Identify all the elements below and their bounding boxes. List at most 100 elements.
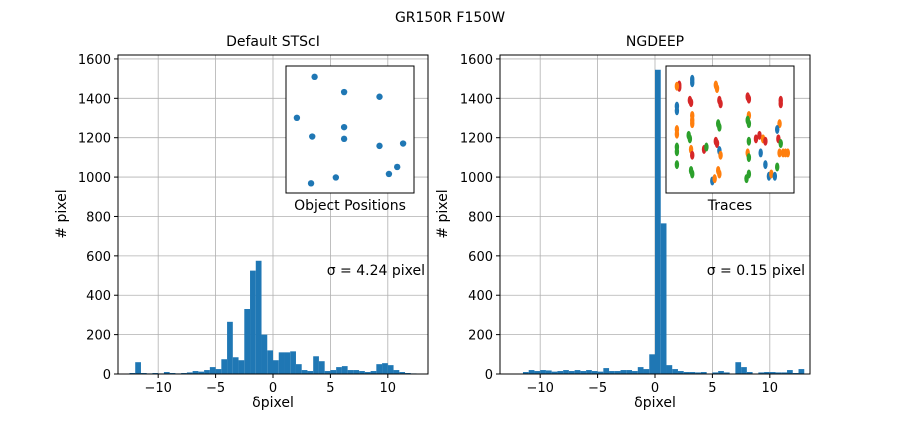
histogram-bar [609, 371, 615, 374]
histogram-bar [399, 372, 406, 374]
histogram-bar [614, 371, 621, 374]
histogram-bar [250, 270, 256, 374]
x-ticks: −10 −5 0 5 10 [144, 374, 396, 396]
inset-traces: Traces [665, 65, 795, 214]
figure-title: GR150R F150W [395, 10, 505, 26]
histogram-bar [632, 371, 638, 374]
trace-point [753, 134, 759, 144]
inset-label: Traces [707, 198, 752, 214]
histogram-bar [284, 352, 291, 374]
histogram-bar [649, 354, 655, 374]
histogram-bar [215, 369, 222, 374]
trace-point [690, 150, 695, 160]
histogram-bar [163, 372, 170, 374]
histogram-bar [301, 370, 308, 374]
trace-point [763, 160, 768, 170]
y-tick-label: 200 [468, 329, 493, 344]
object-point [385, 170, 393, 178]
x-tick-label: −5 [206, 381, 225, 396]
panel-title: Default STScI [226, 34, 320, 50]
inset-points [674, 74, 791, 186]
object-point [394, 163, 401, 171]
histogram-bar [695, 372, 701, 374]
inset-label: Object Positions [294, 198, 406, 214]
histogram-bar [324, 371, 331, 374]
y-ticks: 0 200 400 600 800 1000 1200 1400 1600 [78, 53, 118, 383]
panel-title: NGDEEP [626, 34, 684, 50]
histogram-bar [655, 69, 661, 374]
histogram-bar [574, 370, 581, 374]
trace-point [718, 150, 723, 160]
histogram-bar [643, 369, 650, 374]
trace-point [778, 99, 783, 109]
histogram-bars [129, 260, 417, 374]
histogram-bar [540, 370, 546, 374]
histogram-bar [557, 371, 564, 374]
inset-object-positions: Object Positions [285, 65, 415, 214]
trace-point [746, 119, 752, 129]
trace-point [775, 125, 780, 134]
histogram-bar [746, 372, 753, 374]
x-tick-label: −5 [588, 381, 607, 396]
y-tick-label: 1400 [460, 92, 493, 107]
histogram-bar [382, 363, 388, 374]
y-tick-label: 1600 [460, 53, 493, 68]
y-tick-label: 1200 [460, 132, 493, 147]
trace-point [674, 81, 680, 91]
y-axis-label: # pixel [435, 189, 451, 238]
trace-point [744, 174, 749, 184]
object-point [309, 133, 316, 140]
histogram-bar [735, 362, 742, 374]
histogram-bar [267, 350, 273, 374]
sigma-annotation: σ = 0.15 pixel [707, 263, 805, 279]
histogram-bar [376, 364, 383, 374]
histogram-bar [741, 367, 747, 374]
histogram-bar [336, 367, 342, 374]
histogram-bar [261, 334, 268, 374]
y-tick-label: 1400 [78, 92, 111, 107]
x-tick-label: −10 [526, 381, 553, 396]
histogram-bar [318, 361, 325, 374]
histogram-bar [278, 352, 285, 374]
histogram-bar [307, 371, 314, 374]
histogram-bar [353, 370, 360, 374]
y-tick-label: 0 [485, 368, 493, 383]
object-point [293, 114, 301, 122]
histogram-bar [597, 371, 604, 374]
object-point [376, 142, 383, 150]
histogram-bar [637, 367, 644, 374]
object-point [399, 140, 407, 147]
object-point [307, 180, 315, 187]
histogram-bar [586, 370, 592, 374]
object-point [340, 135, 348, 143]
histogram-bar [528, 370, 535, 374]
trace-point [718, 99, 723, 109]
histogram-bar [238, 360, 245, 374]
trace-point [772, 171, 778, 181]
trace-point [746, 94, 752, 104]
histogram-bar [204, 370, 210, 374]
trace-point [704, 142, 709, 152]
histogram-bar [798, 369, 805, 374]
trace-point [769, 169, 774, 179]
trace-point [688, 98, 694, 108]
object-point [340, 88, 348, 96]
histogram-bar [341, 366, 348, 374]
histogram-bar [764, 372, 770, 374]
object-point [332, 174, 340, 181]
histogram-bar [591, 371, 598, 374]
histogram-bar [683, 372, 690, 374]
histogram-bar [563, 370, 569, 374]
trace-point [778, 139, 783, 149]
histogram-bar [370, 371, 377, 374]
y-tick-label: 600 [86, 250, 111, 265]
histogram-bar [700, 372, 707, 374]
histogram-bar [666, 365, 673, 374]
x-tick-label: −10 [144, 381, 171, 396]
x-tick-label: 0 [651, 381, 659, 396]
histogram-bar [603, 368, 610, 374]
histogram-bar [290, 351, 296, 374]
histogram-bar [522, 372, 529, 374]
trace-point [714, 139, 720, 149]
